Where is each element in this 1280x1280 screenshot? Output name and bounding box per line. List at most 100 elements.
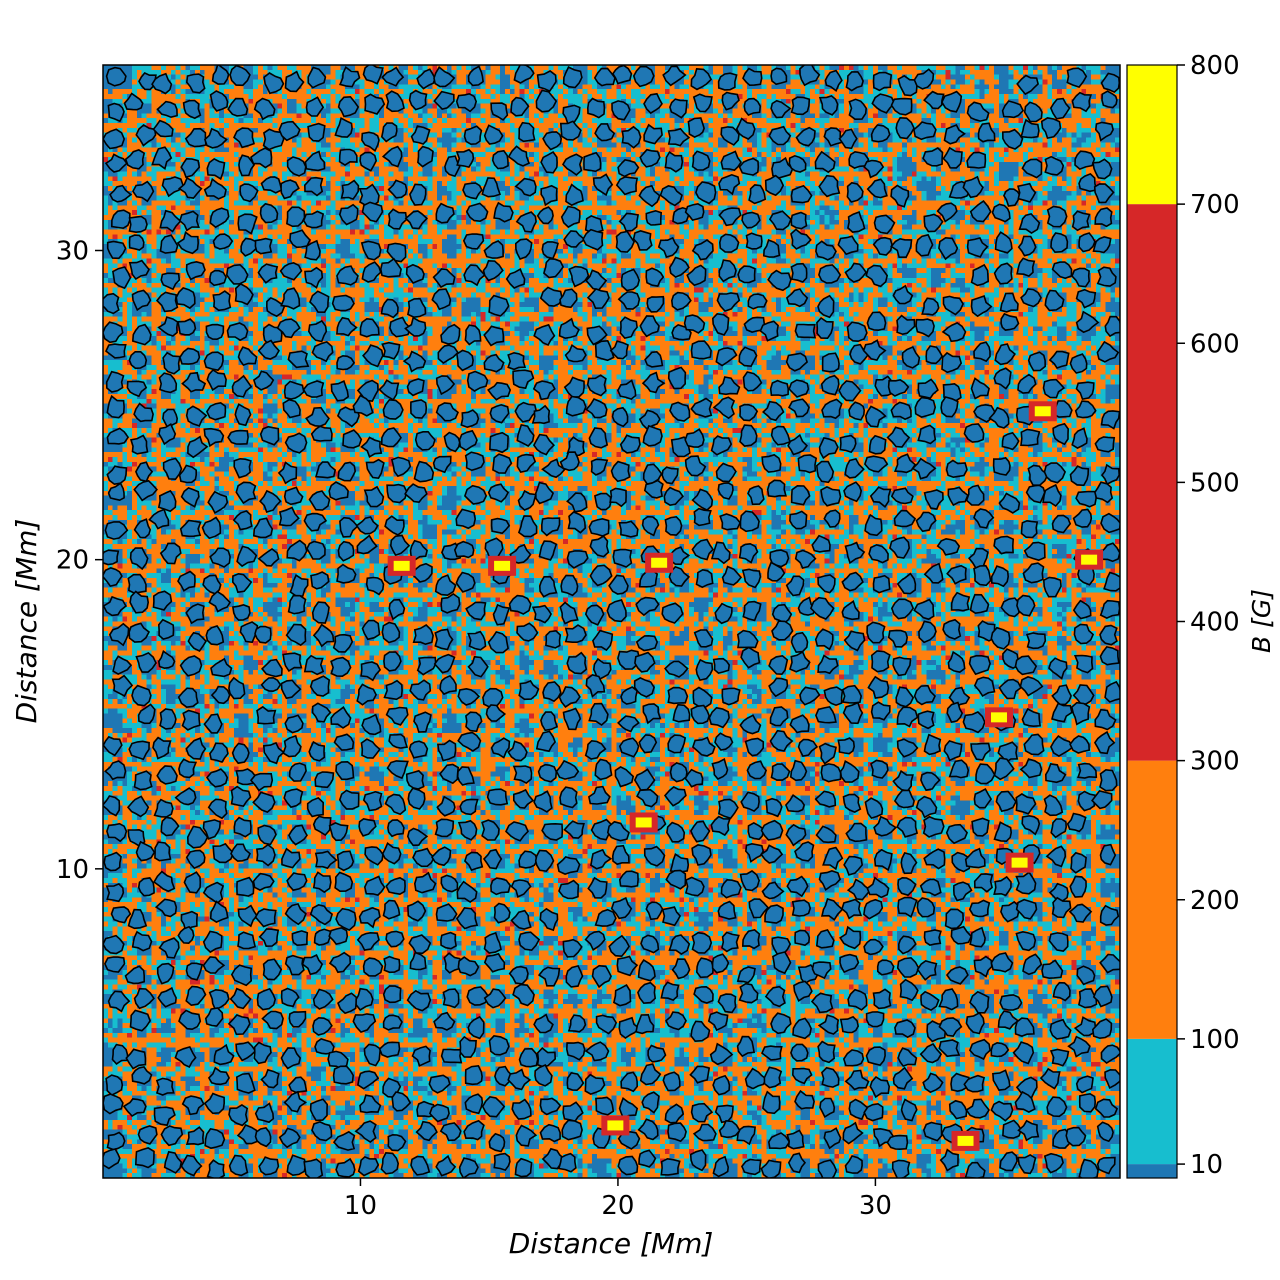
granule-contour [1017, 1119, 1040, 1142]
granule-contour [483, 988, 507, 1009]
granule-contour [228, 676, 246, 700]
granule-contour [787, 398, 810, 418]
granule-contour [1071, 427, 1088, 450]
granule-contour [973, 873, 994, 893]
granule-contour [1099, 768, 1118, 792]
granule-contour [611, 406, 629, 428]
granule-contour [746, 760, 768, 780]
granule-contour [518, 931, 541, 952]
granule-contour [1046, 205, 1068, 228]
granule-contour [1042, 483, 1062, 508]
granule-contour [339, 65, 361, 88]
granule-contour [312, 623, 335, 648]
granule-contour [797, 454, 818, 474]
granule-contour [662, 65, 687, 87]
granule-contour [608, 934, 631, 958]
granule-contour [263, 72, 285, 95]
granule-contour [1002, 188, 1022, 207]
granule-contour [1025, 632, 1047, 650]
granule-contour [152, 119, 174, 138]
granule-contour [151, 146, 173, 171]
granule-contour [536, 206, 554, 225]
granule-contour [669, 401, 691, 422]
granule-contour [592, 173, 614, 197]
granule-contour [815, 706, 837, 724]
granule-contour [158, 937, 180, 959]
granule-contour [941, 321, 967, 343]
granule-contour [873, 815, 898, 837]
granule-contour [690, 704, 711, 725]
granule-contour [763, 1066, 783, 1089]
granule-contour [863, 1102, 884, 1122]
granule-contour [744, 1067, 768, 1090]
granule-contour [1100, 72, 1120, 94]
granule-contour [918, 620, 937, 644]
granule-contour [535, 89, 558, 113]
granule-contour [152, 590, 173, 611]
granule-contour [153, 798, 174, 818]
granule-contour [428, 1103, 450, 1123]
granule-contour [797, 738, 819, 758]
granule-contour [182, 99, 202, 120]
granule-contour [284, 954, 305, 976]
granule-contour [440, 593, 461, 614]
granule-contour [720, 878, 742, 899]
granule-contour [483, 353, 505, 373]
granule-contour [788, 154, 807, 173]
granule-contour [235, 481, 257, 505]
granule-contour [1049, 1018, 1072, 1040]
granule-contour [518, 121, 536, 143]
granule-contour [151, 72, 173, 95]
granule-contour [301, 954, 324, 976]
granule-contour [567, 511, 587, 534]
granule-contour [865, 264, 889, 288]
granule-contour [1072, 508, 1093, 528]
granule-contour [739, 870, 761, 892]
granule-contour [759, 320, 779, 342]
granule-contour [482, 848, 503, 870]
granule-contour [823, 686, 844, 707]
granule-contour [565, 964, 584, 988]
granule-contour [256, 843, 276, 867]
granule-contour [458, 1157, 479, 1178]
granule-contour [1020, 288, 1042, 308]
granule-contour [1044, 289, 1065, 312]
granule-contour [206, 368, 227, 392]
granule-contour [821, 352, 840, 373]
granule-contour [237, 904, 259, 928]
granule-contour [790, 631, 809, 654]
granule-contour [466, 370, 489, 392]
granule-contour [363, 485, 385, 508]
granule-contour [434, 574, 457, 597]
granule-contour [841, 898, 863, 920]
granule-contour [745, 232, 763, 250]
granule-contour [262, 323, 283, 346]
granule-contour [508, 594, 532, 615]
granule-contour [1000, 900, 1020, 923]
granule-contour [108, 622, 130, 647]
granule-contour [762, 239, 781, 258]
granule-contour [870, 124, 891, 143]
granule-contour [559, 601, 579, 625]
granule-contour [893, 509, 917, 528]
granule-contour [492, 603, 511, 626]
granule-contour [1077, 762, 1098, 779]
granule-contour [660, 981, 680, 1002]
granule-contour [358, 817, 377, 837]
granule-contour [820, 898, 844, 921]
granule-contour [886, 1134, 909, 1151]
granule-contour [156, 765, 178, 785]
granule-contour [184, 127, 207, 148]
granule-contour [428, 1074, 451, 1094]
granule-contour [493, 1152, 511, 1172]
granule-contour [970, 294, 993, 318]
granule-contour [562, 104, 581, 126]
granule-contour [332, 1065, 355, 1085]
granule-contour [537, 966, 561, 987]
granule-contour [490, 517, 511, 535]
granule-contour [635, 634, 659, 652]
granule-contour [818, 95, 839, 116]
granule-contour [256, 705, 277, 725]
granule-contour [1100, 512, 1120, 534]
granule-contour [736, 966, 756, 984]
